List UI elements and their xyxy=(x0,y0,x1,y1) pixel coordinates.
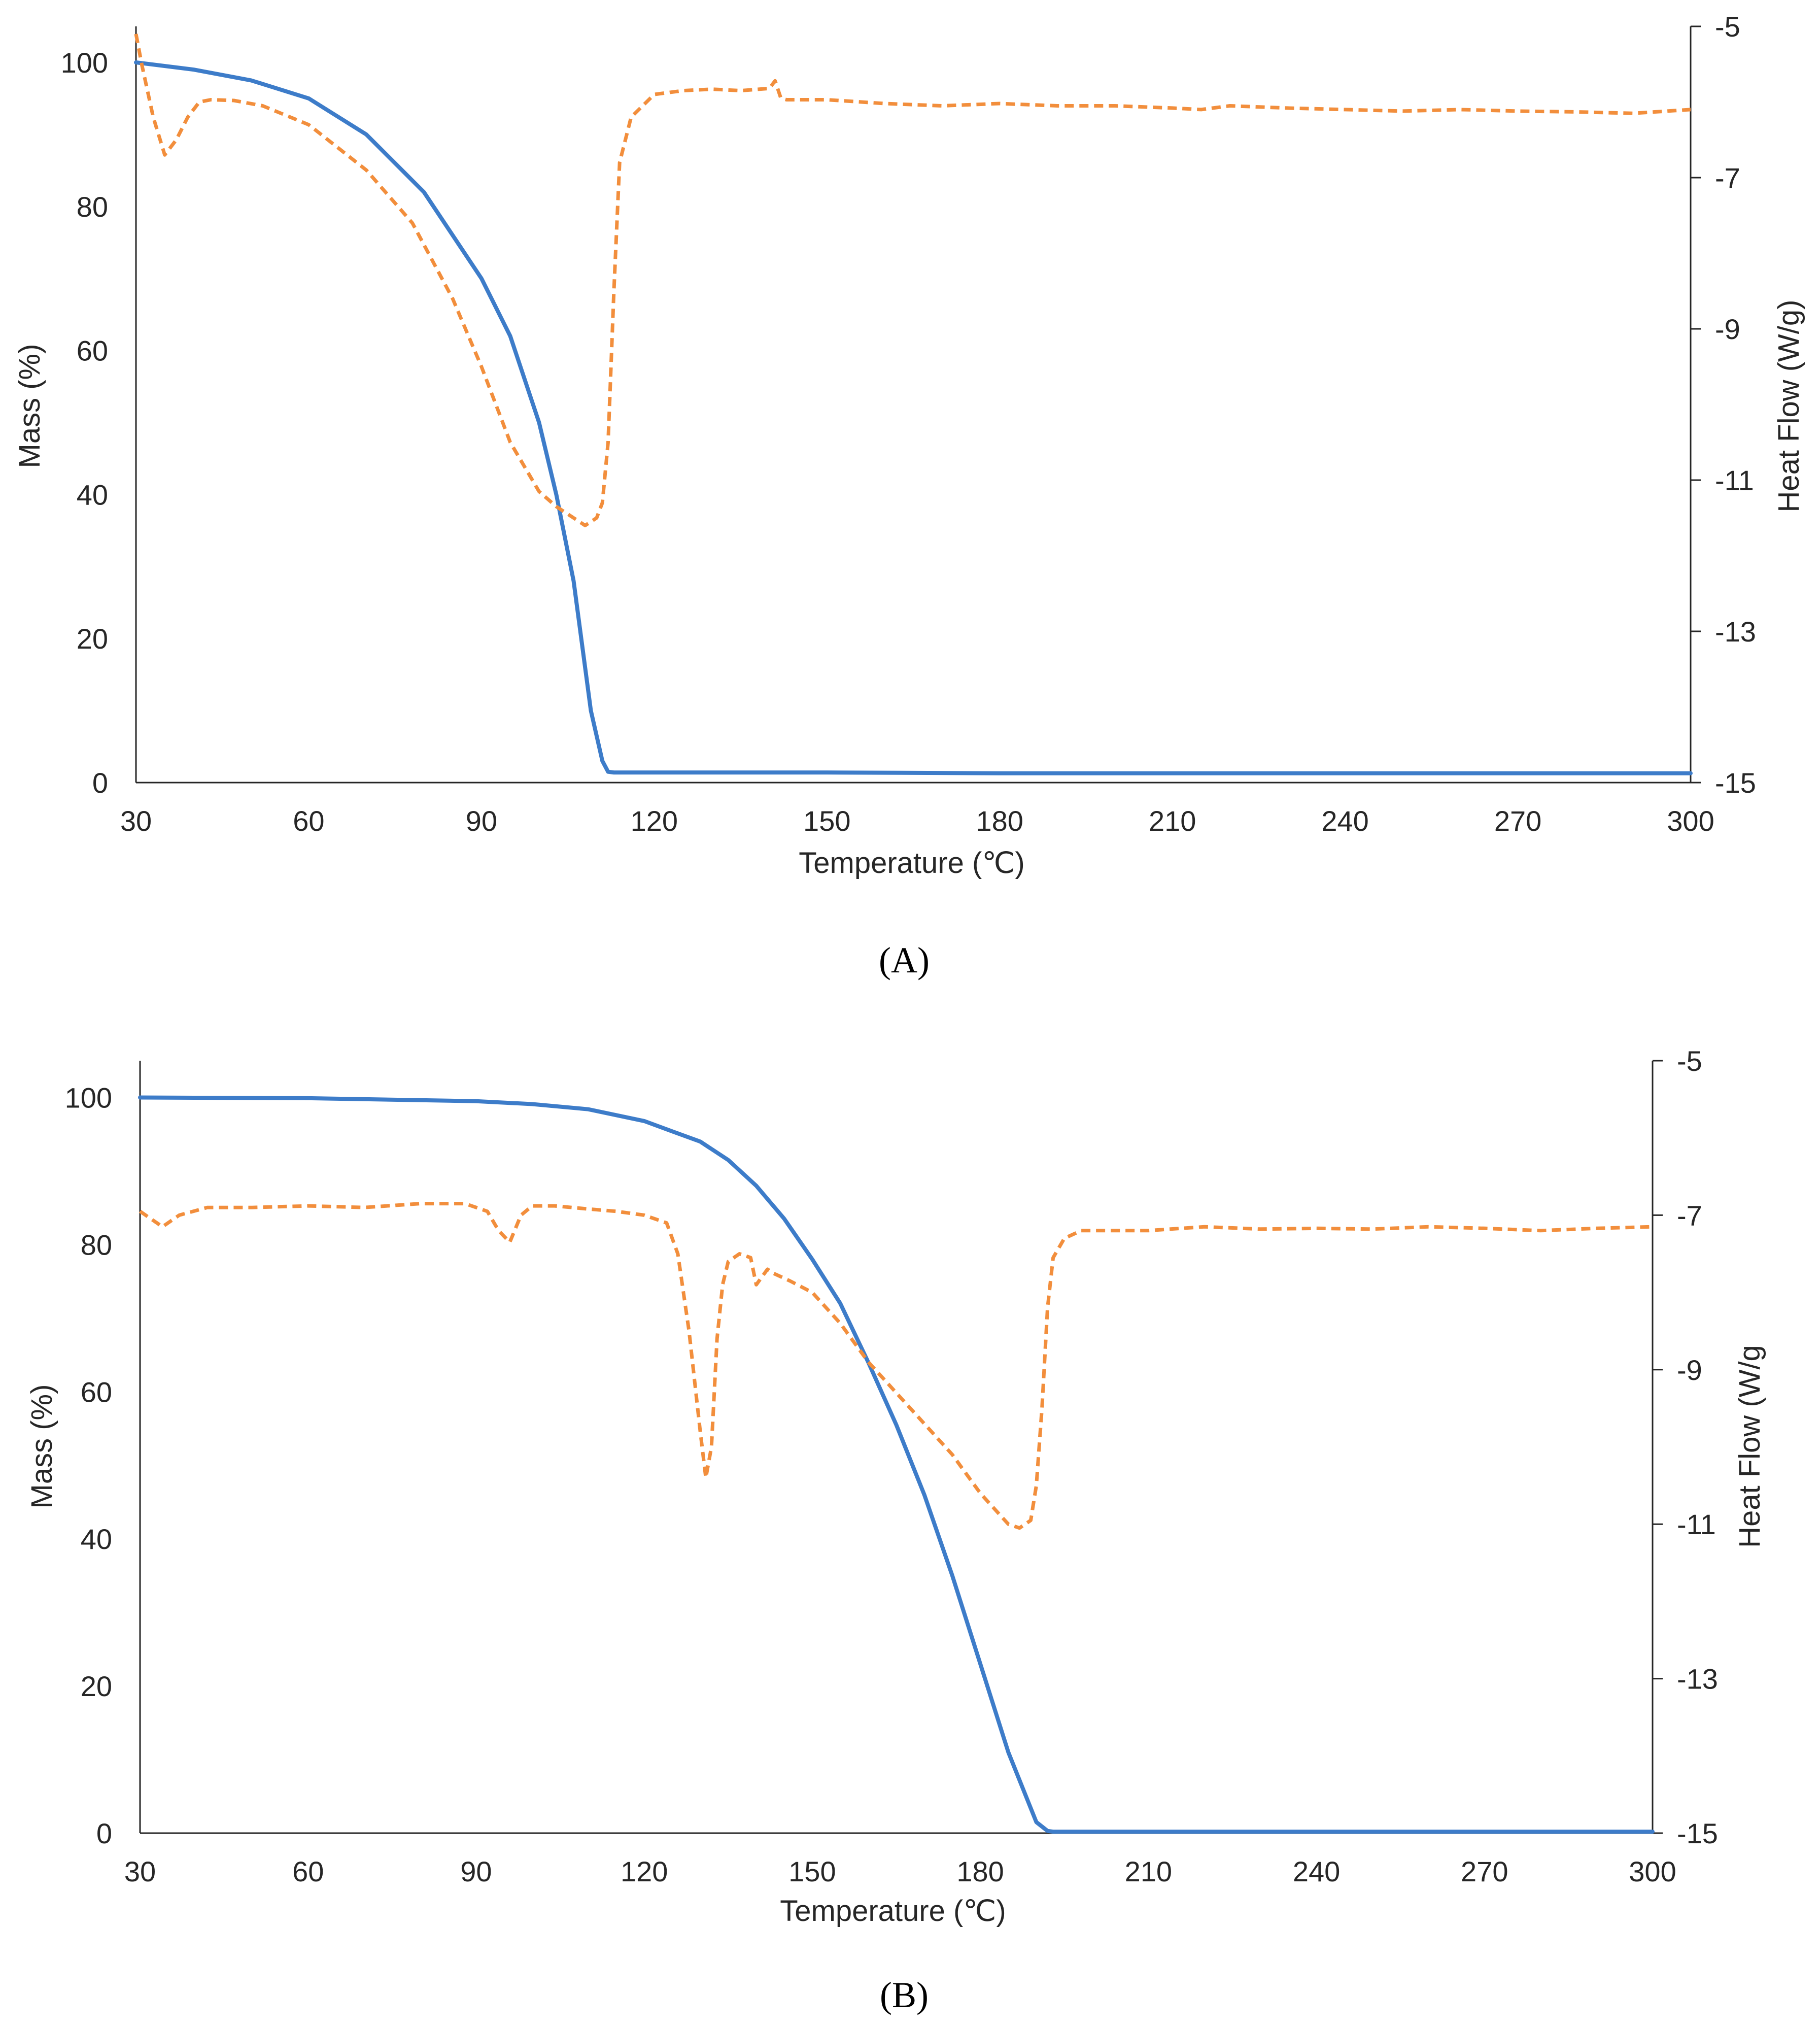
chart-panel-a: 30 60 90 120 150 180 210 240 270 300 0 20 40 60 80 100… xyxy=(13,11,1805,981)
y2-tick-labels: -5 -7 -9 -11 -13 -15 xyxy=(1653,1045,1718,1849)
x-tick-label: 90 xyxy=(460,1855,492,1887)
x-tick-label: 180 xyxy=(976,805,1023,837)
x-tick-labels: 30 60 90 120 150 180 210 240 270 300 xyxy=(120,805,1714,837)
y2-tick-label: -5 xyxy=(1715,11,1740,43)
y-tick-label: 20 xyxy=(77,623,108,655)
x-tick-label: 30 xyxy=(124,1855,156,1887)
y-tick-label: 80 xyxy=(77,191,108,223)
y2-tick-label: -11 xyxy=(1677,1508,1716,1540)
x-tick-label: 150 xyxy=(788,1855,836,1887)
y2-tick-label: -9 xyxy=(1715,313,1740,345)
x-tick-label: 300 xyxy=(1667,805,1714,837)
x-axis-title: Temperature (℃) xyxy=(799,847,1024,880)
y-axis-title: Mass (%) xyxy=(25,1384,58,1509)
y-tick-label: 60 xyxy=(81,1376,112,1408)
panel-label: (B) xyxy=(880,1975,929,2015)
x-tick-label: 180 xyxy=(956,1855,1004,1887)
x-tick-label: 300 xyxy=(1629,1855,1676,1887)
axes xyxy=(135,26,1692,784)
x-tick-label: 60 xyxy=(292,1855,324,1887)
y2-axis-title: Heat Flow (W/g xyxy=(1733,1345,1766,1548)
axes xyxy=(139,1061,1654,1834)
x-tick-label: 240 xyxy=(1293,1855,1340,1887)
x-tick-label: 210 xyxy=(1149,805,1196,837)
mass-line xyxy=(138,1095,1655,1834)
y-tick-label: 100 xyxy=(61,47,108,79)
x-tick-label: 30 xyxy=(120,805,152,837)
y2-tick-labels: -5 -7 -9 -11 -13 -15 xyxy=(1691,11,1756,799)
x-tick-label: 150 xyxy=(803,805,850,837)
y-axis-title: Mass (%) xyxy=(13,344,46,468)
heat-flow-line xyxy=(139,1202,1653,1530)
y2-tick-label: -7 xyxy=(1715,162,1740,194)
y-tick-label: 80 xyxy=(81,1229,112,1261)
panel-label: (A) xyxy=(879,940,930,981)
x-tick-label: 240 xyxy=(1321,805,1368,837)
y-tick-labels: 0 20 40 60 80 100 xyxy=(65,1082,112,1849)
chart-panel-b: 30 60 90 120 150 180 210 240 270 300 0 20 40 60 80 100… xyxy=(25,1045,1766,2015)
y-tick-label: 0 xyxy=(92,767,108,799)
series-lines xyxy=(134,33,1693,775)
y-tick-label: 60 xyxy=(77,335,108,367)
y2-tick-label: -11 xyxy=(1715,464,1754,496)
x-tick-label: 270 xyxy=(1461,1855,1508,1887)
x-tick-labels: 30 60 90 120 150 180 210 240 270 300 xyxy=(124,1855,1676,1887)
y2-tick-label: -13 xyxy=(1715,616,1756,648)
x-tick-label: 120 xyxy=(631,805,678,837)
x-tick-label: 270 xyxy=(1494,805,1541,837)
heat-flow-line xyxy=(134,33,1691,527)
y2-axis-title: Heat Flow (W/g) xyxy=(1772,300,1805,513)
y-tick-label: 20 xyxy=(81,1670,112,1702)
y-tick-label: 40 xyxy=(81,1523,112,1555)
y-tick-label: 40 xyxy=(77,479,108,511)
y2-tick-label: -7 xyxy=(1677,1199,1702,1231)
y-tick-label: 100 xyxy=(65,1082,112,1113)
x-axis-title: Temperature (℃) xyxy=(780,1895,1006,1928)
x-tick-label: 210 xyxy=(1125,1855,1172,1887)
y-tick-labels: 0 20 40 60 80 100 xyxy=(61,47,108,799)
x-tick-label: 60 xyxy=(293,805,324,837)
y2-tick-label: -15 xyxy=(1677,1817,1718,1849)
y2-tick-label: -13 xyxy=(1677,1663,1718,1695)
y2-tick-label: -15 xyxy=(1715,767,1756,799)
y-tick-label: 0 xyxy=(96,1817,112,1849)
x-tick-label: 120 xyxy=(621,1855,668,1887)
x-tick-label: 90 xyxy=(466,805,497,837)
y2-tick-label: -5 xyxy=(1677,1045,1702,1077)
series-lines xyxy=(138,1095,1655,1834)
mass-line xyxy=(134,60,1693,775)
y2-tick-label: -9 xyxy=(1677,1354,1702,1386)
